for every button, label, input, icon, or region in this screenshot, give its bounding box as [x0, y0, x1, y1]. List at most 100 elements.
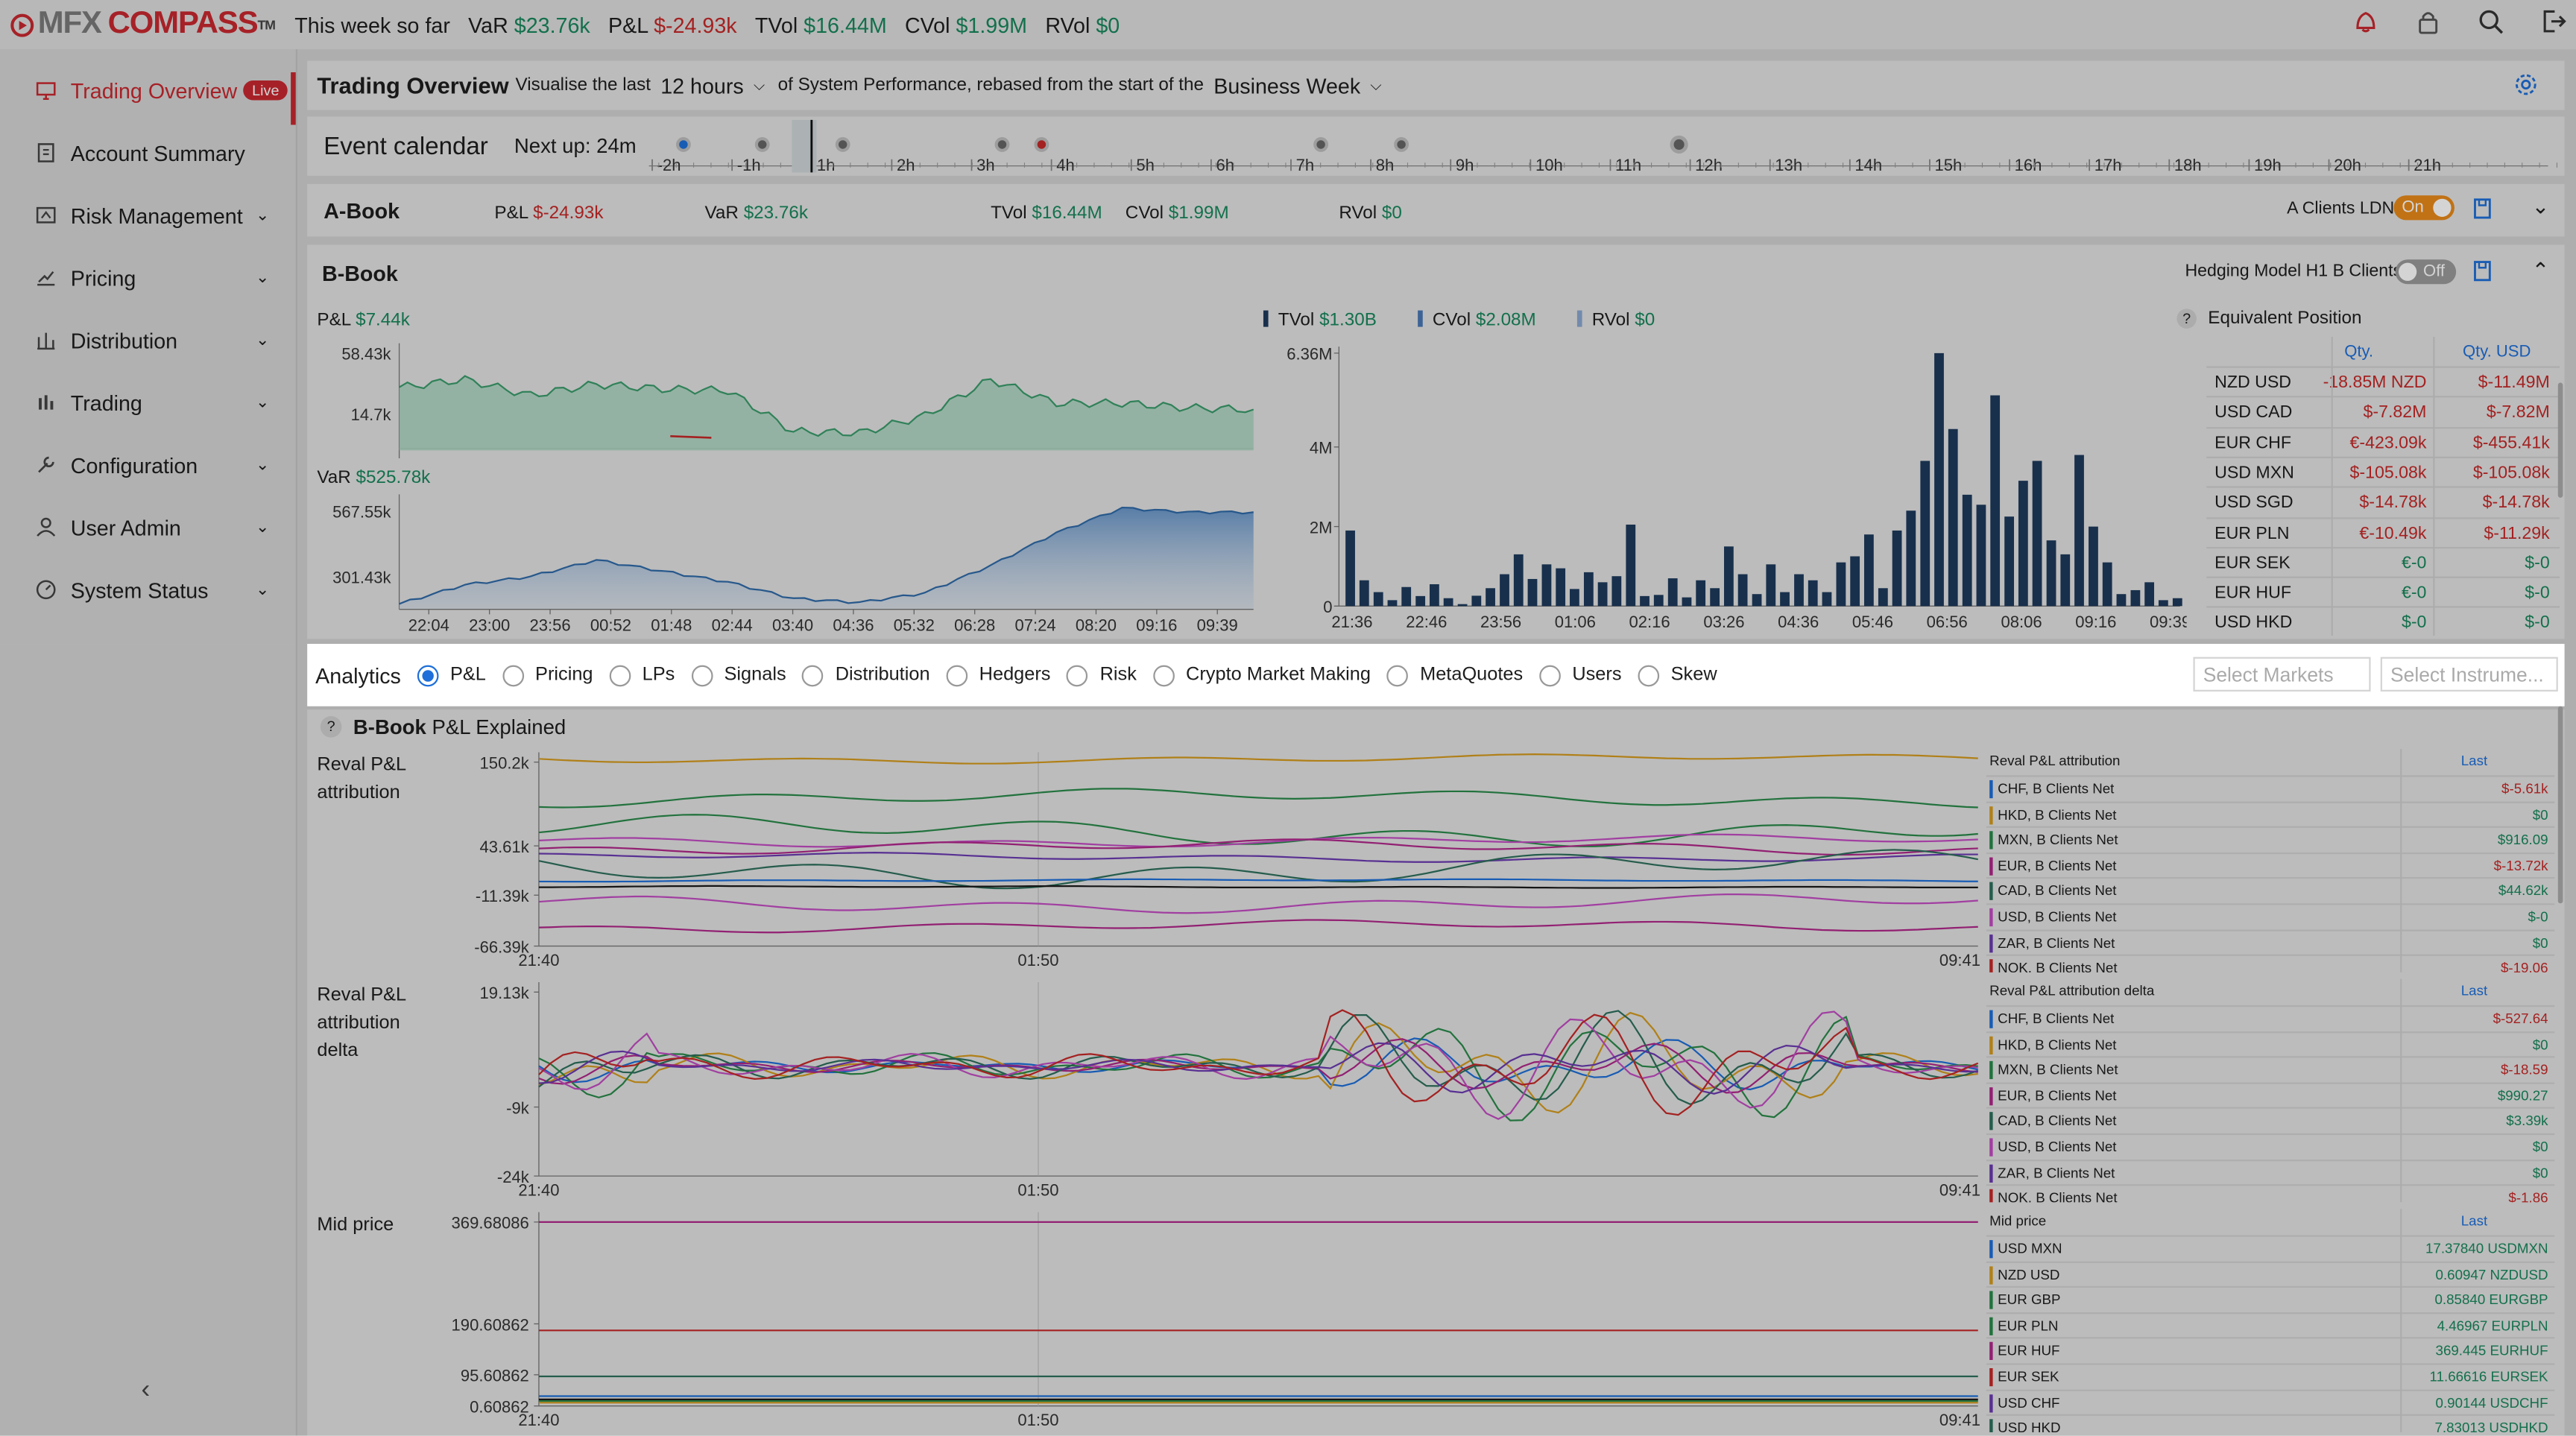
vol-bar[interactable] — [1723, 546, 1734, 607]
analytics-option-hedgers[interactable]: Hedgers — [930, 664, 1050, 686]
vol-bar[interactable] — [1443, 598, 1453, 607]
vol-bar[interactable] — [2116, 594, 2127, 607]
volume-chart[interactable]: 6.36M 4M 2M 021:36 22:46 23:56 01:06 02:16 03:26… — [1266, 311, 2186, 639]
legend-row[interactable]: USD, B Clients Net $-0 — [1986, 903, 2555, 928]
vol-bar[interactable] — [1780, 592, 1790, 607]
equiv-row[interactable]: EUR PLN €-10.49k $-11.29k — [2206, 516, 2560, 546]
vol-bar[interactable] — [1948, 428, 1958, 607]
vol-bar[interactable] — [1962, 494, 1972, 607]
legend-row[interactable]: EUR, B Clients Net $-13.72k — [1986, 852, 2555, 876]
sidebar-item-trading[interactable]: Trading ⌄ — [0, 371, 296, 434]
radio-button[interactable] — [1152, 664, 1175, 686]
vol-bar[interactable] — [1373, 592, 1383, 607]
vol-bar[interactable] — [1990, 395, 2001, 607]
legend-row[interactable]: CHF, B Clients Net $-5.61k — [1986, 775, 2555, 800]
vol-bar[interactable] — [1892, 530, 1902, 607]
chevron-down-icon[interactable]: ⌵ — [753, 76, 765, 93]
analytics-option-skew[interactable]: Skew — [1622, 664, 1717, 686]
radio-button[interactable] — [691, 664, 713, 686]
analytics-option-crypto-market-making[interactable]: Crypto Market Making — [1137, 664, 1371, 686]
vol-bar[interactable] — [2018, 481, 2028, 607]
equiv-row[interactable]: USD MXN $-105.08k $-105.08k — [2206, 456, 2560, 486]
event-marker[interactable] — [1670, 135, 1688, 154]
vol-bar[interactable] — [1457, 604, 1468, 607]
analytics-option-p-l[interactable]: P&L — [401, 664, 486, 686]
analytics-option-distribution[interactable]: Distribution — [786, 664, 930, 686]
legend-row[interactable]: EUR HUF 369.445 EURHUF — [1986, 1337, 2555, 1362]
brand-logo[interactable]: MFX COMPASS TM — [10, 7, 276, 42]
equiv-row[interactable]: EUR CHF €-423.09k $-455.41k — [2206, 426, 2560, 456]
legend-row[interactable]: ZAR, B Clients Net $0 — [1986, 929, 2555, 954]
event-marker[interactable] — [1034, 137, 1049, 152]
vol-bar[interactable] — [2102, 562, 2112, 607]
sidebar-item-pricing[interactable]: Pricing ⌄ — [0, 247, 296, 309]
sidebar-item-system-status[interactable]: System Status ⌄ — [0, 558, 296, 621]
vol-bar[interactable] — [1541, 564, 1552, 607]
radio-button[interactable] — [1387, 664, 1409, 686]
vol-bar[interactable] — [2089, 526, 2098, 607]
vol-bar[interactable] — [1934, 352, 1944, 607]
vol-bar[interactable] — [2032, 461, 2042, 607]
vol-bar[interactable] — [1430, 583, 1439, 607]
vol-bar[interactable] — [2130, 589, 2141, 607]
analytics-option-metaquotes[interactable]: MetaQuotes — [1371, 664, 1523, 686]
search-icon[interactable] — [2478, 8, 2504, 34]
legend-row[interactable]: EUR SEK 11.66616 EURSEK — [1986, 1363, 2555, 1388]
period-select[interactable]: Business Week — [1213, 73, 1361, 98]
radio-button[interactable] — [802, 664, 824, 686]
legend-row[interactable]: EUR, B Clients Net $990.27 — [1986, 1082, 2555, 1107]
vol-bar[interactable] — [1570, 589, 1579, 607]
vol-bar[interactable] — [2158, 600, 2168, 607]
collapse-sidebar-button[interactable]: ‹ — [141, 1376, 151, 1405]
chevron-down-icon[interactable]: ⌵ — [1370, 76, 1382, 93]
legend-row[interactable]: NZD USD 0.60947 NZDUSD — [1986, 1260, 2555, 1285]
analytics-option-users[interactable]: Users — [1523, 664, 1622, 686]
vol-bar[interactable] — [1667, 578, 1678, 607]
logout-icon[interactable] — [2540, 8, 2566, 34]
vol-bar[interactable] — [2004, 516, 2015, 607]
analytics-option-risk[interactable]: Risk — [1050, 664, 1137, 686]
vol-bar[interactable] — [2074, 455, 2084, 607]
equiv-row[interactable]: EUR HUF €-0 $-0 — [2206, 576, 2560, 607]
sidebar-item-distribution[interactable]: Distribution ⌄ — [0, 309, 296, 371]
radio-button[interactable] — [417, 664, 439, 686]
select-instruments[interactable]: Select Instrume... — [2380, 657, 2558, 692]
vol-bar[interactable] — [1597, 582, 1608, 607]
vol-bar[interactable] — [1640, 595, 1650, 607]
chevron-up-icon[interactable]: ⌃ — [2531, 258, 2550, 283]
radio-button[interactable] — [502, 664, 524, 686]
b-book-toggle[interactable]: Off — [2395, 259, 2457, 285]
legend-row[interactable]: HKD, B Clients Net $0 — [1986, 1031, 2555, 1055]
pnl-var-chart[interactable]: 58.43k 14.7k 567.55k 301.43k 22:04 23:00 23:56… — [307, 311, 1276, 639]
sidebar-item-account-summary[interactable]: Account Summary — [0, 121, 296, 184]
lock-icon[interactable] — [2415, 8, 2441, 34]
analytics-option-lps[interactable]: LPs — [593, 664, 675, 686]
sidebar-item-configuration[interactable]: Configuration ⌄ — [0, 434, 296, 496]
vol-bar[interactable] — [1500, 574, 1509, 607]
vol-bar[interactable] — [1345, 530, 1355, 607]
vol-bar[interactable] — [2046, 540, 2056, 607]
radio-button[interactable] — [946, 664, 968, 686]
event-marker[interactable] — [675, 137, 691, 152]
vol-bar[interactable] — [1611, 576, 1622, 607]
sidebar-item-risk-management[interactable]: Risk Management ⌄ — [0, 184, 296, 247]
vol-bar[interactable] — [1387, 600, 1398, 607]
vol-bar[interactable] — [1401, 586, 1412, 607]
analytics-option-signals[interactable]: Signals — [675, 664, 786, 686]
equiv-row[interactable]: USD CAD $-7.82M $-7.82M — [2206, 396, 2560, 426]
vol-bar[interactable] — [1415, 595, 1426, 607]
settings-gear-icon[interactable] — [2513, 72, 2538, 97]
legend-row[interactable]: EUR PLN 4.46967 EURPLN — [1986, 1312, 2555, 1337]
vol-bar[interactable] — [2144, 582, 2155, 607]
legend-row[interactable]: USD CHF 0.90144 USDCHF — [1986, 1388, 2555, 1414]
vol-bar[interactable] — [1976, 505, 1986, 607]
vol-bar[interactable] — [1710, 588, 1720, 607]
vol-bar[interactable] — [1486, 588, 1495, 607]
event-marker[interactable] — [754, 137, 770, 152]
equiv-row[interactable]: NZD USD -18.85M NZD $-11.49M — [2206, 366, 2560, 396]
vol-bar[interactable] — [1359, 580, 1369, 607]
legend-row[interactable]: EUR GBP 0.85840 EURGBP — [1986, 1286, 2555, 1311]
vol-bar[interactable] — [1766, 564, 1776, 607]
